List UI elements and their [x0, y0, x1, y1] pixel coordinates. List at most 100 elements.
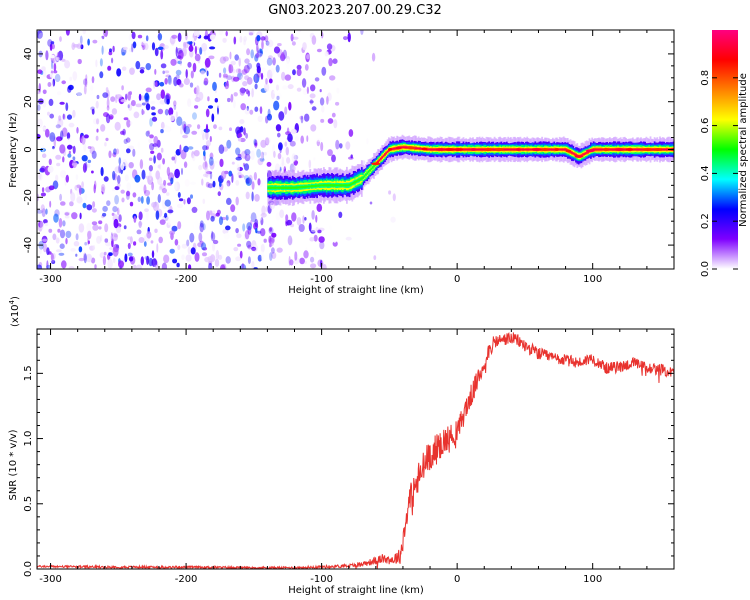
- spectrogram-noise-cell: [96, 128, 99, 133]
- spectrogram-noise-cell: [225, 256, 231, 264]
- spectrogram-noise-cell: [286, 127, 290, 134]
- spectrogram-noise-cell: [86, 204, 93, 211]
- spectrogram-noise-cell: [326, 43, 333, 50]
- spectrogram-noise-cell: [300, 115, 304, 124]
- spectrogram-ridge-cell: [335, 184, 337, 187]
- spectrogram-ridge-cell: [331, 184, 333, 187]
- spectrogram-ridge-cell: [587, 151, 590, 153]
- spectrogram-noise-cell: [48, 158, 52, 165]
- colorbar-tick-label: 0.6: [700, 118, 711, 134]
- spectrogram-ridge-cell: [328, 184, 331, 187]
- spectrogram-noise-cell: [141, 110, 145, 115]
- spectrogram-y-tick-label: -20: [23, 189, 34, 205]
- spectrogram-ridge-cell: [405, 146, 408, 149]
- spectrogram-noise-cell: [60, 201, 66, 206]
- spectrogram-noise-cell: [125, 93, 128, 101]
- spectrogram-x-tick-label: 0: [454, 274, 460, 285]
- spectrogram-noise-cell: [153, 136, 159, 145]
- spectrogram-noise-cell: [94, 264, 97, 269]
- spectrogram-noise-cell: [271, 232, 277, 238]
- spectrogram-noise-cell: [348, 129, 354, 137]
- spectrogram-noise-cell: [58, 118, 62, 123]
- spectrogram-noise-cell: [243, 36, 248, 42]
- spectrogram-ridge-cell: [530, 148, 533, 151]
- spectrogram-noise-cell: [266, 69, 273, 80]
- spectrogram-noise-cell: [138, 220, 142, 228]
- spectrogram-noise-cell: [90, 85, 94, 91]
- spectrogram-noise-cell: [87, 159, 92, 164]
- spectrogram-noise-cell: [125, 190, 130, 200]
- spectrogram-noise-cell: [275, 64, 280, 73]
- spectrogram-noise-cell: [287, 235, 293, 246]
- spectrogram-ridge-cell: [663, 148, 665, 151]
- spectrogram-noise-cell: [166, 192, 170, 196]
- spectrogram-ridge-cell: [584, 152, 587, 155]
- spectrogram-noise-cell: [42, 89, 47, 95]
- spectrogram-noise-cell: [144, 92, 149, 101]
- spectrogram-noise-cell: [223, 67, 227, 74]
- spectrogram-ridge-cell: [308, 185, 310, 188]
- spectrogram-noise-cell: [129, 201, 134, 207]
- spectrogram-noise-cell: [308, 159, 312, 169]
- spectrogram-noise-cell: [143, 189, 151, 197]
- spectrogram-noise-cell: [264, 35, 269, 42]
- spectrogram-noise-cell: [87, 38, 90, 46]
- spectrogram-ridge-cell: [360, 177, 363, 180]
- spectrogram-noise-cell: [51, 254, 55, 263]
- snr-x-tick-label: 100: [583, 574, 602, 585]
- spectrogram-noise-cell: [126, 182, 131, 191]
- spectrogram-noise-cell: [163, 254, 170, 264]
- spectrogram-noise-cell: [114, 166, 121, 174]
- spectrogram-noise-cell: [205, 140, 211, 147]
- spectrogram-noise-cell: [257, 115, 263, 123]
- spectrogram-noise-cell: [105, 242, 112, 247]
- spectrogram-noise-cell: [58, 115, 62, 121]
- spectrogram-noise-cell: [217, 191, 221, 197]
- spectrogram-noise-cell: [324, 51, 329, 57]
- spectrogram-ridge-cell: [347, 184, 350, 187]
- spectrogram-noise-cell: [291, 153, 297, 163]
- spectrogram-noise-cell: [230, 204, 236, 213]
- spectrogram-noise-cell: [143, 241, 147, 247]
- spectrogram-noise-cell: [235, 126, 242, 135]
- spectrogram-noise-cell: [256, 52, 263, 58]
- spectrogram-noise-cell: [335, 101, 340, 106]
- spectrogram-noise-cell: [61, 58, 66, 62]
- spectrogram-noise-cell: [220, 264, 226, 269]
- spectrogram-noise-cell: [241, 262, 244, 269]
- spectrogram-noise-cell: [327, 118, 334, 124]
- spectrogram-ridge-cell: [527, 148, 530, 151]
- spectrogram-noise-cell: [207, 255, 214, 262]
- spectrogram-noise-cell: [61, 260, 67, 269]
- spectrogram-noise-cell: [223, 232, 230, 240]
- spectrogram-ridge-cell: [581, 154, 584, 156]
- spectrogram-noise-cell: [162, 70, 165, 75]
- spectrogram-noise-cell: [182, 134, 189, 139]
- spectrogram-noise-cell: [145, 87, 152, 93]
- spectrogram-noise-cell: [79, 212, 82, 220]
- spectrogram-noise-cell: [165, 74, 171, 78]
- spectrogram-x-tick-label: -300: [39, 274, 62, 285]
- spectrogram-noise-cell: [160, 147, 164, 153]
- spectrogram-ridge-cell: [274, 186, 276, 189]
- spectrogram-noise-cell: [231, 173, 234, 183]
- spectrogram-noise-cell: [268, 226, 274, 234]
- spectrogram-noise-cell: [264, 136, 271, 145]
- spectrogram-ridge-peak: [516, 148, 521, 151]
- spectrogram-noise-cell: [224, 182, 230, 190]
- spectrogram-noise-cell: [83, 142, 87, 152]
- spectrogram-noise-cell: [37, 185, 41, 194]
- spectrogram-noise-cell: [256, 43, 259, 53]
- spectrogram-noise-cell: [219, 181, 222, 187]
- spectrogram-noise-cell: [350, 154, 353, 159]
- spectrogram-noise-cell: [154, 68, 157, 75]
- spectrogram-noise-cell: [245, 132, 249, 139]
- spectrogram-noise-cell: [177, 60, 182, 65]
- spectrogram-noise-cell: [169, 230, 176, 236]
- spectrogram-noise-cell: [286, 157, 291, 164]
- spectrogram-noise-cell: [78, 223, 85, 233]
- spectrogram-ridge-cell: [583, 153, 585, 155]
- spectrogram-noise-cell: [246, 77, 253, 85]
- spectrogram-noise-cell: [199, 47, 203, 55]
- spectrogram-noise-cell: [49, 73, 54, 78]
